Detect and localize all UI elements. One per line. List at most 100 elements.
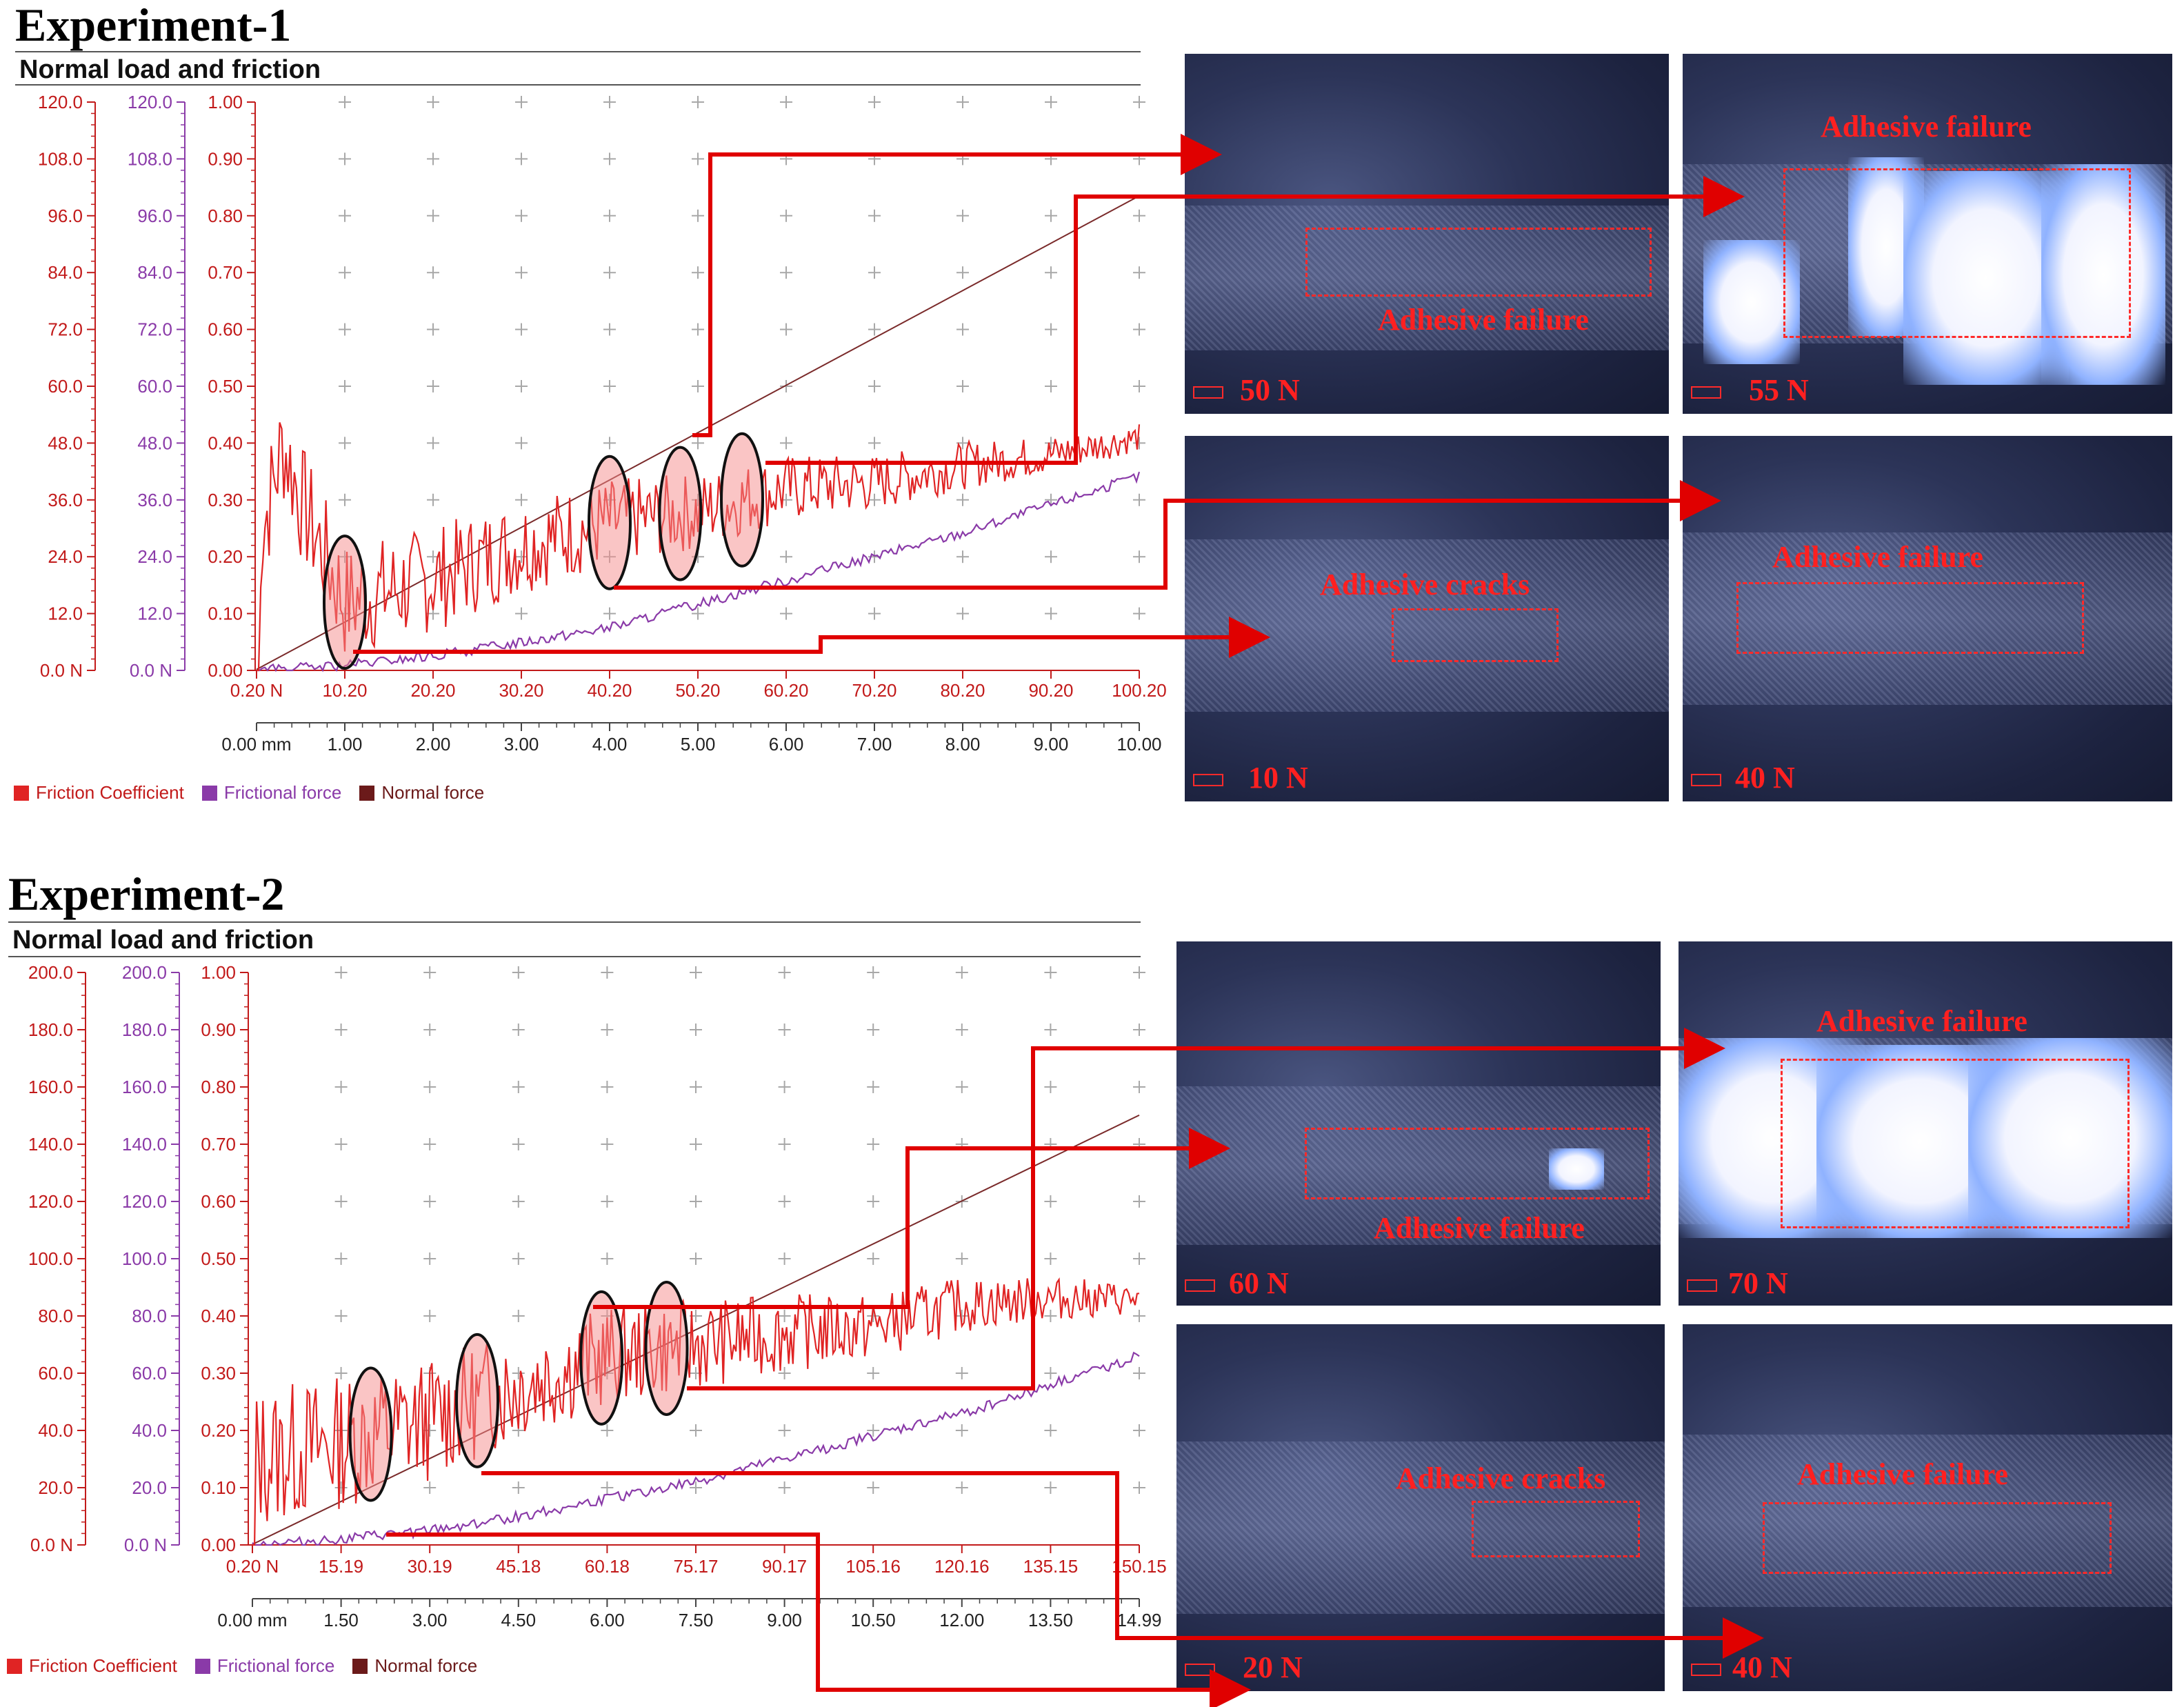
x-tick-label-load: 0.20 N [230, 680, 283, 701]
micrograph-60n: Adhesive failure 60 N [1176, 941, 1661, 1306]
y-tick-label: 140.0 [28, 1134, 73, 1155]
x-tick-label-load: 80.20 [940, 680, 985, 701]
x-tick-label-load: 60.20 [763, 680, 808, 701]
y-tick-label: 0.10 [208, 603, 243, 624]
y-tick-label: 140.0 [122, 1134, 167, 1155]
failure-label: Adhesive cracks [1320, 568, 1530, 601]
y-tick-label: 0.0 N [130, 660, 172, 681]
y-tick-label: 12.0 [137, 603, 172, 624]
x-tick-label-distance: 5.00 [681, 734, 716, 755]
x-tick-label-load: 10.20 [322, 680, 367, 701]
y-tick-label: 24.0 [137, 546, 172, 567]
x-tick-label-distance: 3.00 [412, 1610, 448, 1630]
y-tick-label: 120.0 [28, 1191, 73, 1212]
y-tick-label: 160.0 [122, 1077, 167, 1097]
y-tick-label: 0.70 [201, 1134, 236, 1155]
failure-label: Adhesive failure [1797, 1457, 2008, 1491]
x-tick-label-load: 50.20 [675, 680, 720, 701]
y-tick-label: 0.50 [201, 1248, 236, 1269]
micrograph-20n: Adhesive cracks 20 N [1176, 1324, 1665, 1691]
y-tick-label: 20.0 [132, 1477, 167, 1498]
failure-marker-ellipse [323, 535, 367, 670]
y-tick-label: 120.0 [128, 92, 172, 112]
y-tick-label: 0.20 [208, 546, 243, 567]
failure-marker-ellipse [658, 446, 703, 581]
failure-region [1781, 1059, 2130, 1228]
y-tick-label: 0.50 [208, 376, 243, 397]
load-label: 55 N [1749, 373, 1809, 407]
y-tick-label: 100.0 [28, 1248, 73, 1269]
y-tick-label: 48.0 [48, 432, 83, 453]
micrograph-55n: Adhesive failure 55 N [1683, 54, 2172, 414]
x-tick-label-distance: 9.00 [1034, 734, 1069, 755]
failure-label: Adhesive failure [1816, 1004, 2027, 1038]
x-tick-label-distance: 1.00 [328, 734, 363, 755]
x-tick-label-distance: 2.00 [416, 734, 451, 755]
legend-friction-coefficient: Friction Coefficient [14, 782, 184, 803]
chart-1: 0.0 N 12.0 24.0 36.0 48.0 60.0 72.0 84.0 96.0 108… [38, 92, 1167, 755]
x-tick-label-load: 90.17 [762, 1556, 807, 1577]
y-tick-label: 0.40 [201, 1306, 236, 1326]
y-tick-label: 0.30 [208, 490, 243, 510]
y-tick-label: 20.0 [38, 1477, 73, 1498]
x-tick-label-load: 75.17 [673, 1556, 718, 1577]
legend-normal-force: Normal force [352, 1655, 477, 1677]
x-tick-label-load: 15.19 [319, 1556, 363, 1577]
x-tick-label-load: 40.20 [587, 680, 632, 701]
y-tick-label: 60.0 [132, 1363, 167, 1384]
x-tick-label-load: 90.20 [1028, 680, 1073, 701]
legend-normal-force: Normal force [359, 782, 484, 803]
y-tick-label: 108.0 [38, 148, 83, 169]
failure-label: Adhesive failure [1821, 110, 2032, 143]
y-tick-label: 96.0 [137, 206, 172, 226]
y-tick-label: 0.0 N [30, 1535, 73, 1555]
y-tick-label: 0.70 [208, 262, 243, 283]
y-tick-label: 0.10 [201, 1477, 236, 1498]
micrograph-40n: Adhesive failure 40 N [1683, 436, 2172, 801]
y-tick-label: 0.00 [201, 1535, 236, 1555]
x-tick-label-distance: 0.00 mm [217, 1610, 287, 1630]
y-tick-label: 0.00 [208, 660, 243, 681]
x-tick-label-distance: 0.00 mm [221, 734, 291, 755]
micrograph-70n: Adhesive failure 70 N [1679, 941, 2172, 1306]
legend-frictional-force: Frictional force [194, 1655, 334, 1677]
y-tick-label: 0.60 [201, 1191, 236, 1212]
y-tick-label: 80.0 [132, 1306, 167, 1326]
y-tick-label: 0.0 N [124, 1535, 167, 1555]
y-tick-label: 180.0 [122, 1019, 167, 1040]
legend-frictional-force: Frictional force [201, 782, 341, 803]
x-tick-label-load: 60.18 [585, 1556, 630, 1577]
x-tick-label-load: 30.20 [499, 680, 543, 701]
load-label: 50 N [1240, 373, 1300, 407]
y-tick-label: 100.0 [122, 1248, 167, 1269]
x-tick-label-load: 105.16 [845, 1556, 901, 1577]
failure-region [1783, 168, 2131, 338]
y-tick-label: 1.00 [201, 962, 236, 983]
y-tick-label: 36.0 [48, 490, 83, 510]
x-tick-label-distance: 13.50 [1028, 1610, 1073, 1630]
micrograph-40n: Adhesive failure 40 N [1683, 1324, 2172, 1691]
load-label: 60 N [1229, 1266, 1289, 1300]
failure-label: Adhesive failure [1772, 540, 1983, 574]
x-tick-label-distance: 8.00 [945, 734, 981, 755]
y-tick-label: 84.0 [48, 262, 83, 283]
x-tick-label-load: 120.16 [934, 1556, 990, 1577]
y-tick-label: 72.0 [137, 319, 172, 340]
y-tick-label: 80.0 [38, 1306, 73, 1326]
failure-region [1392, 608, 1559, 662]
y-tick-label: 120.0 [122, 1191, 167, 1212]
title-rule-top [15, 51, 1141, 52]
chart-2-legend: Friction Coefficient Frictional force No… [7, 1655, 477, 1677]
y-tick-label: 120.0 [38, 92, 83, 112]
failure-marker-ellipse [579, 1290, 624, 1426]
y-tick-label: 0.40 [208, 432, 243, 453]
y-tick-label: 180.0 [28, 1019, 73, 1040]
x-tick-label-distance: 12.00 [939, 1610, 984, 1630]
x-tick-label-distance: 4.50 [501, 1610, 536, 1630]
y-tick-label: 96.0 [48, 206, 83, 226]
failure-label: Adhesive failure [1374, 1211, 1585, 1245]
y-tick-label: 60.0 [48, 376, 83, 397]
load-label: 40 N [1732, 1650, 1792, 1684]
y-tick-label: 108.0 [128, 148, 172, 169]
failure-marker-ellipse [588, 455, 632, 590]
